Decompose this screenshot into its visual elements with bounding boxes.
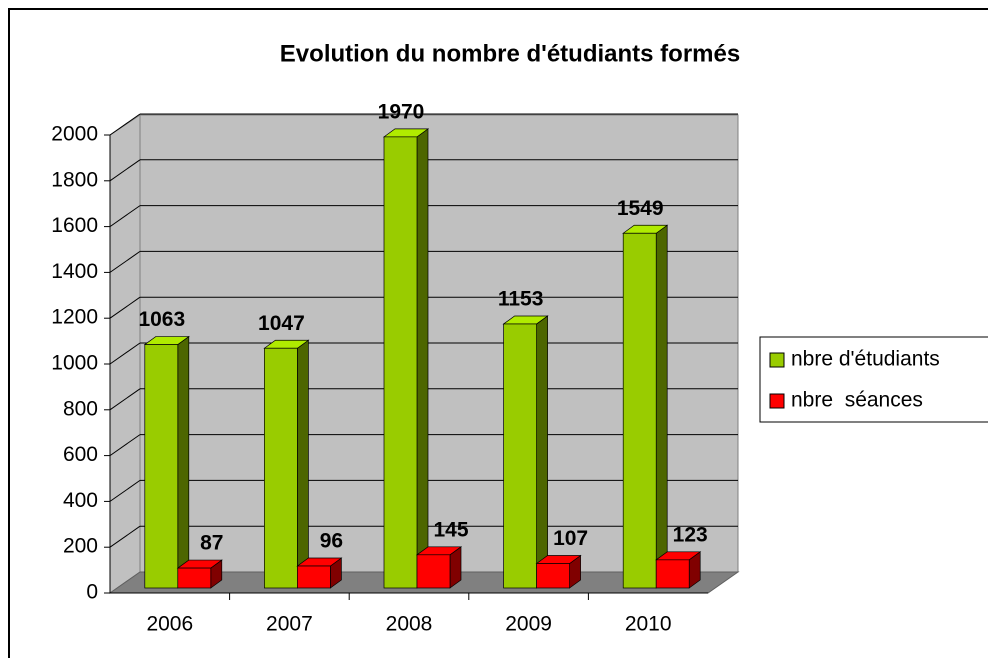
bar	[144, 344, 179, 589]
grid-line	[109, 250, 141, 273]
legend-label: nbre séances	[791, 389, 923, 412]
data-label: 1047	[258, 312, 305, 335]
bar-side	[536, 315, 548, 589]
grid-line	[109, 479, 141, 502]
bar	[655, 559, 690, 589]
y-tick-label: 200	[63, 535, 98, 558]
grid-line	[109, 342, 141, 365]
bar	[297, 565, 331, 589]
grid-line	[109, 113, 141, 136]
data-label: 145	[433, 518, 468, 541]
y-tick-label: 1400	[51, 260, 98, 283]
bar	[177, 567, 212, 589]
y-tick-label: 600	[63, 443, 98, 466]
bar	[416, 554, 451, 589]
grid-line	[109, 296, 141, 319]
x-tick-label: 2010	[625, 613, 672, 636]
bar-side	[416, 128, 429, 589]
x-tick-label: 2007	[266, 613, 313, 636]
bar	[383, 136, 418, 589]
data-label: 123	[673, 523, 708, 546]
bar-side	[297, 339, 309, 589]
x-tick-label: 2009	[505, 613, 552, 636]
y-tick-label: 400	[63, 489, 98, 512]
grid-line	[109, 434, 141, 457]
bar	[503, 323, 537, 589]
grid-line	[109, 388, 141, 411]
y-tick-label: 2000	[51, 123, 98, 146]
bar	[536, 563, 570, 589]
data-label: 87	[200, 532, 223, 555]
chart-title: Evolution du nombre d'étudiants formés	[280, 40, 740, 67]
legend	[759, 336, 988, 423]
legend-swatch	[769, 393, 785, 409]
bar	[622, 232, 657, 589]
data-label: 1153	[498, 288, 544, 311]
bar-side	[655, 224, 668, 589]
x-tick-label: 2006	[146, 613, 193, 636]
y-tick-label: 800	[63, 397, 98, 420]
data-label: 1063	[138, 308, 185, 331]
data-label: 107	[553, 527, 588, 550]
legend-swatch	[769, 352, 785, 368]
y-tick-label: 1800	[51, 168, 98, 191]
grid-line	[109, 159, 141, 182]
data-label: 1970	[378, 100, 425, 123]
legend-label: nbre d'étudiants	[791, 348, 940, 371]
grid-line	[109, 525, 141, 548]
y-tick-label: 0	[86, 581, 98, 604]
bar	[264, 347, 298, 589]
grid-line	[109, 205, 141, 228]
y-tick-label: 1200	[51, 306, 98, 329]
data-label: 1549	[617, 197, 664, 220]
y-tick-label: 1000	[51, 352, 98, 375]
data-label: 96	[320, 530, 343, 553]
y-tick-label: 1600	[51, 214, 98, 237]
x-tick-label: 2008	[386, 613, 433, 636]
bar-side	[177, 335, 190, 589]
